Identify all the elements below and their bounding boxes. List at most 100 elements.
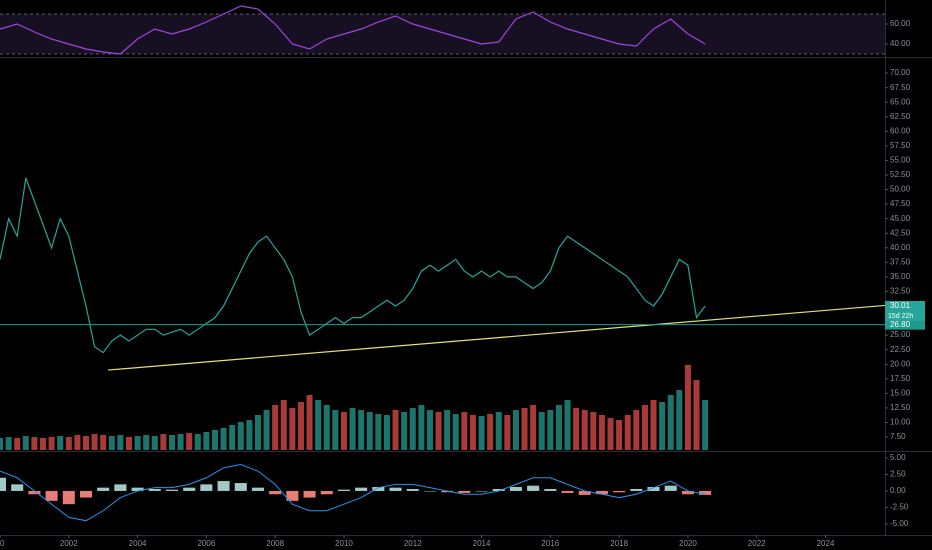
volume-bar xyxy=(14,438,21,450)
volume-bar xyxy=(607,418,614,450)
macd-histogram-bar xyxy=(681,490,694,495)
y-tick-label: 65.00 xyxy=(890,97,911,106)
volume-bar xyxy=(306,395,313,450)
volume-bar xyxy=(100,435,107,450)
volume-bar xyxy=(246,420,253,450)
x-tick-label: 2020 xyxy=(679,539,697,548)
volume-bar xyxy=(349,408,356,450)
price-line xyxy=(0,177,706,354)
macd-histogram-bar xyxy=(544,488,557,491)
volume-bar xyxy=(168,435,175,450)
macd-histogram-bar xyxy=(492,488,505,491)
volume-bar xyxy=(581,410,588,450)
volume-bar xyxy=(435,412,442,450)
macd-histogram-bar xyxy=(251,487,264,491)
volume-bar xyxy=(504,415,511,450)
volume-bar xyxy=(684,365,691,450)
volume-bar xyxy=(409,408,416,450)
y-tick-label: 40.00 xyxy=(890,39,911,48)
volume-bar xyxy=(616,420,623,450)
macd-histogram-bar xyxy=(200,484,213,491)
volume-bar xyxy=(134,436,141,450)
macd-histogram-bar xyxy=(234,483,247,491)
x-tick-label: 2008 xyxy=(266,539,284,548)
x-tick-label: 2010 xyxy=(335,539,353,548)
macd-histogram-bar xyxy=(458,490,471,493)
volume-bar xyxy=(659,402,666,450)
macd-histogram-bar xyxy=(630,488,643,491)
y-tick-label: 50.00 xyxy=(890,185,911,194)
volume-bar xyxy=(39,438,47,450)
volume-bar xyxy=(340,412,347,450)
volume-bar xyxy=(272,405,279,450)
volume-bar xyxy=(263,410,270,450)
volume-bar xyxy=(495,412,502,450)
macd-histogram-bar xyxy=(441,490,454,493)
y-tick-label: 60.00 xyxy=(890,19,911,28)
countdown-label: 15d 22h xyxy=(888,313,913,320)
volume-bar xyxy=(160,434,167,450)
y-tick-label: 57.50 xyxy=(890,141,911,150)
volume-bar xyxy=(108,436,115,450)
countdown-badge xyxy=(885,310,925,321)
macd-histogram-bar xyxy=(527,485,540,491)
volume-bar xyxy=(366,412,373,450)
volume-bar xyxy=(91,434,98,450)
volume-bar xyxy=(392,410,399,450)
macd-histogram-bar xyxy=(165,489,178,491)
macd-histogram-bar xyxy=(509,486,522,491)
macd-histogram-bar xyxy=(148,488,161,491)
volume-bar xyxy=(461,412,468,450)
volume-bar xyxy=(31,437,38,450)
volume-bar xyxy=(555,405,562,450)
volume-bar xyxy=(478,416,485,450)
y-tick-label: 62.50 xyxy=(890,112,911,121)
volume-bar xyxy=(521,408,528,450)
macd-histogram-bar xyxy=(613,490,626,493)
x-tick-label: 2024 xyxy=(817,539,835,548)
y-tick-label: -2.50 xyxy=(890,503,909,512)
y-tick-label: 67.50 xyxy=(890,83,911,92)
y-tick-label: 42.50 xyxy=(890,228,911,237)
macd-histogram-bar xyxy=(183,487,196,491)
y-tick-label: 25.00 xyxy=(890,330,911,339)
macd-histogram-bar xyxy=(355,487,368,491)
volume-bar xyxy=(530,405,537,450)
macd-histogram-bar xyxy=(131,487,144,491)
macd-histogram-bar xyxy=(406,488,419,491)
macd-histogram-bar xyxy=(578,490,591,495)
price-badge xyxy=(885,300,925,311)
y-tick-label: 47.50 xyxy=(890,199,911,208)
y-tick-label: 32.50 xyxy=(890,287,911,296)
y-tick-label: 45.00 xyxy=(890,214,911,223)
volume-bar xyxy=(641,405,648,450)
volume-bar xyxy=(598,415,605,450)
y-tick-label: 35.00 xyxy=(890,272,911,281)
volume-bar xyxy=(186,433,193,450)
volume-bar xyxy=(383,415,390,450)
volume-bar xyxy=(418,405,425,450)
volume-bar xyxy=(117,435,124,450)
volume-bar xyxy=(624,415,631,450)
y-tick-label: 37.50 xyxy=(890,257,911,266)
macd-histogram-bar xyxy=(217,481,230,491)
volume-bar xyxy=(401,412,408,450)
volume-bar xyxy=(538,412,545,450)
y-tick-label: 0.00 xyxy=(890,486,906,495)
volume-bar xyxy=(237,422,244,450)
volume-bar xyxy=(151,436,158,450)
x-tick-label: 2012 xyxy=(404,539,422,548)
volume-bar xyxy=(5,437,12,450)
price-badge-label: 26.80 xyxy=(890,320,911,329)
macd-histogram-bar xyxy=(269,490,282,495)
macd-histogram-bar xyxy=(286,490,299,501)
volume-bar xyxy=(693,380,700,450)
macd-histogram-bar xyxy=(664,485,677,491)
y-tick-label: 12.50 xyxy=(890,403,911,412)
macd-histogram-bar xyxy=(45,490,58,501)
volume-bar xyxy=(229,425,236,450)
y-tick-label: -5.00 xyxy=(890,519,909,528)
volume-bar xyxy=(676,390,683,450)
